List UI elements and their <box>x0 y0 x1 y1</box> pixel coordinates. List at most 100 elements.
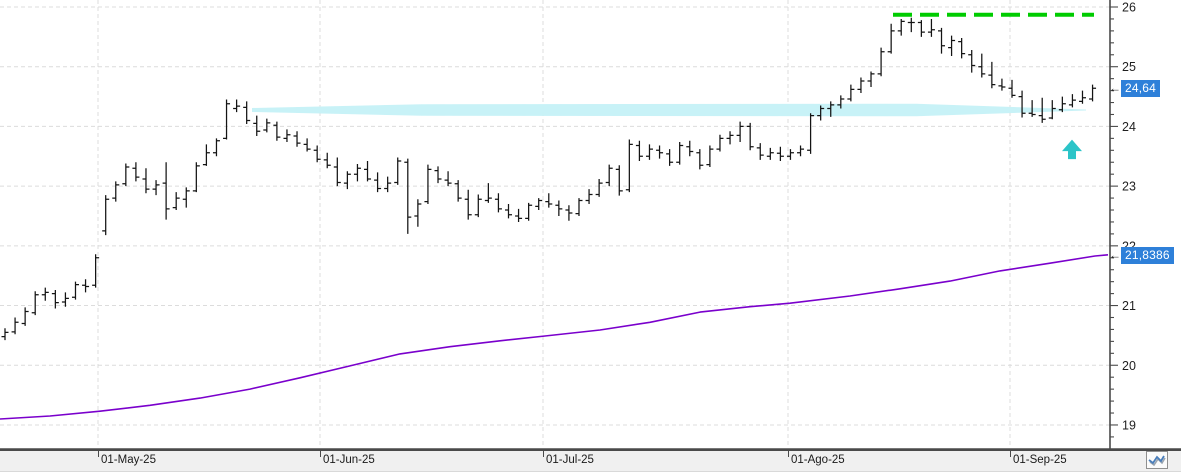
ohlc-bar <box>867 71 875 88</box>
ohlc-bar <box>615 165 623 196</box>
ohlc-bar <box>454 180 462 202</box>
ohlc-bar <box>545 193 553 208</box>
ohlc-bar <box>1089 84 1097 102</box>
ohlc-bar <box>948 35 956 56</box>
ohlc-bar <box>797 145 805 157</box>
ohlc-bar <box>938 27 946 54</box>
ohlc-bar <box>666 149 674 166</box>
last-price-pointer-icon: ← <box>1109 81 1121 96</box>
ohlc-bar <box>404 158 412 234</box>
ohlc-bar <box>837 95 845 109</box>
ohlc-bar <box>343 171 351 190</box>
ohlc-bar <box>233 99 241 113</box>
ohlc-bar <box>303 138 311 152</box>
moving-average-line[interactable] <box>0 254 1109 420</box>
gridlines <box>0 0 1110 448</box>
ohlc-bar <box>394 157 402 185</box>
ohlc-bar <box>756 143 764 160</box>
price-axis[interactable]: 1920212223242526 <box>0 0 1181 449</box>
ohlc-bar <box>927 18 935 37</box>
ohlc-bar <box>585 189 593 205</box>
ohlc-bar <box>102 195 110 236</box>
time-axis[interactable]: 01-May-25 01-Jun-25 01-Jul-25 01-Ago-25 01-S… <box>0 449 1181 472</box>
ohlc-bar <box>968 49 976 73</box>
ohlc-bar <box>273 121 281 141</box>
ohlc-bar <box>625 139 633 193</box>
ohlc-bar <box>494 193 502 213</box>
ohlc-bar <box>82 279 90 293</box>
ohlc-bar <box>374 172 382 193</box>
ohlc-bar <box>515 208 523 222</box>
ohlc-bar <box>525 202 533 221</box>
ohlc-bar <box>978 53 986 78</box>
chart-mode-button[interactable] <box>1146 451 1168 469</box>
ohlc-bars <box>1 17 1097 341</box>
price-axis-label: 20 <box>1122 359 1136 373</box>
ohlc-bar <box>21 307 29 326</box>
ohlc-bar <box>182 187 190 208</box>
ohlc-bar <box>686 140 694 157</box>
ohlc-bar <box>112 181 120 202</box>
ohlc-bar <box>817 105 825 121</box>
time-axis-label: 01-Jul-25 <box>546 454 594 466</box>
price-chart[interactable]: 1920212223242526 <box>0 0 1181 449</box>
time-axis-tick <box>1010 451 1011 457</box>
ohlc-bar <box>635 140 643 162</box>
ohlc-bar <box>786 149 794 160</box>
ohlc-bar <box>162 162 170 220</box>
ohlc-bar <box>605 164 613 187</box>
time-axis-tick <box>320 451 321 457</box>
ohlc-bar <box>907 17 915 33</box>
ohlc-bar <box>917 20 925 37</box>
ohlc-bar <box>364 161 372 182</box>
ohlc-bar <box>696 149 704 170</box>
supply-zone-band[interactable] <box>252 103 1086 117</box>
ohlc-bar <box>676 141 684 165</box>
ohlc-bar <box>1 328 9 341</box>
ohlc-bar <box>132 162 140 182</box>
ma-value: 21,8386 <box>1125 247 1170 262</box>
ma-value-badge: 21,8386 <box>1121 246 1174 264</box>
ohlc-bar <box>575 198 583 216</box>
ohlc-bar <box>716 134 724 152</box>
ohlc-bar <box>243 101 251 125</box>
ohlc-bar <box>92 254 100 288</box>
ohlc-bar <box>877 47 885 77</box>
price-axis-label: 23 <box>1122 180 1136 194</box>
ohlc-bar <box>736 121 744 142</box>
ohlc-bar <box>535 198 543 211</box>
ohlc-bar <box>192 162 200 193</box>
ohlc-bar <box>253 115 261 136</box>
ohlc-bar <box>746 122 754 151</box>
ohlc-bar <box>283 129 291 142</box>
ohlc-bar <box>11 317 19 335</box>
time-axis-tick <box>98 451 99 457</box>
ohlc-bar <box>656 145 664 159</box>
time-axis-tick <box>543 451 544 457</box>
ohlc-bar <box>807 113 815 154</box>
ohlc-bar <box>353 164 361 182</box>
time-axis-label: 01-May-25 <box>101 454 156 466</box>
ohlc-bar <box>202 144 210 166</box>
ohlc-bar <box>31 291 39 316</box>
ohlc-bar <box>172 192 180 211</box>
ohlc-bar <box>444 171 452 187</box>
ohlc-bar <box>424 164 432 205</box>
ohlc-bar <box>857 77 865 93</box>
ohlc-bar <box>565 205 573 221</box>
ohlc-bar <box>988 61 996 89</box>
ohlc-bar <box>998 78 1006 91</box>
ohlc-bar <box>1008 79 1016 98</box>
ohlc-bar <box>142 168 150 194</box>
buy-arrow[interactable] <box>1062 139 1082 160</box>
ohlc-bar <box>1048 100 1056 120</box>
ohlc-bar <box>897 18 905 36</box>
ohlc-bar <box>434 166 442 184</box>
ohlc-bar <box>51 290 59 309</box>
ohlc-bar <box>263 118 271 133</box>
last-price-badge: 24,64 <box>1121 79 1161 97</box>
ohlc-bar <box>384 176 392 193</box>
ohlc-bar <box>958 38 966 59</box>
ohlc-bar <box>313 145 321 163</box>
